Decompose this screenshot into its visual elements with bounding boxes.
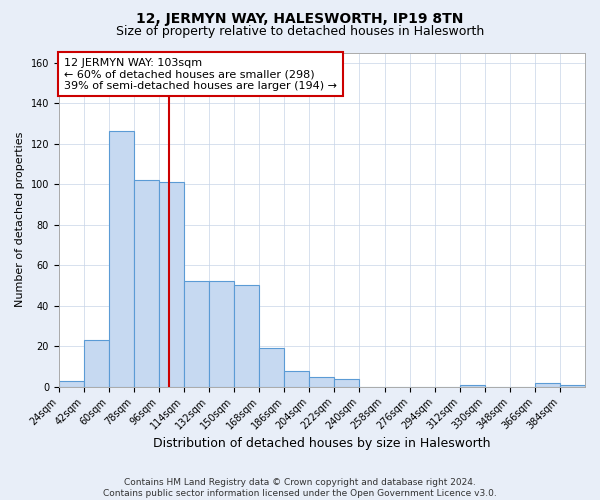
Bar: [59, 380, 84, 386]
Text: 12 JERMYN WAY: 103sqm
← 60% of detached houses are smaller (298)
39% of semi-det: 12 JERMYN WAY: 103sqm ← 60% of detached …: [64, 58, 337, 90]
Bar: [259, 348, 284, 387]
Bar: [310, 376, 334, 386]
Bar: [134, 180, 159, 386]
Bar: [209, 282, 234, 387]
Text: Size of property relative to detached houses in Halesworth: Size of property relative to detached ho…: [116, 25, 484, 38]
Bar: [284, 370, 310, 386]
Bar: [159, 182, 184, 386]
Text: 12, JERMYN WAY, HALESWORTH, IP19 8TN: 12, JERMYN WAY, HALESWORTH, IP19 8TN: [136, 12, 464, 26]
X-axis label: Distribution of detached houses by size in Halesworth: Distribution of detached houses by size …: [153, 437, 491, 450]
Bar: [334, 378, 359, 386]
Bar: [84, 340, 109, 386]
Bar: [535, 382, 560, 386]
Bar: [460, 384, 485, 386]
Text: Contains HM Land Registry data © Crown copyright and database right 2024.
Contai: Contains HM Land Registry data © Crown c…: [103, 478, 497, 498]
Bar: [109, 132, 134, 386]
Bar: [560, 384, 585, 386]
Y-axis label: Number of detached properties: Number of detached properties: [15, 132, 25, 308]
Bar: [184, 282, 209, 387]
Bar: [234, 286, 259, 386]
